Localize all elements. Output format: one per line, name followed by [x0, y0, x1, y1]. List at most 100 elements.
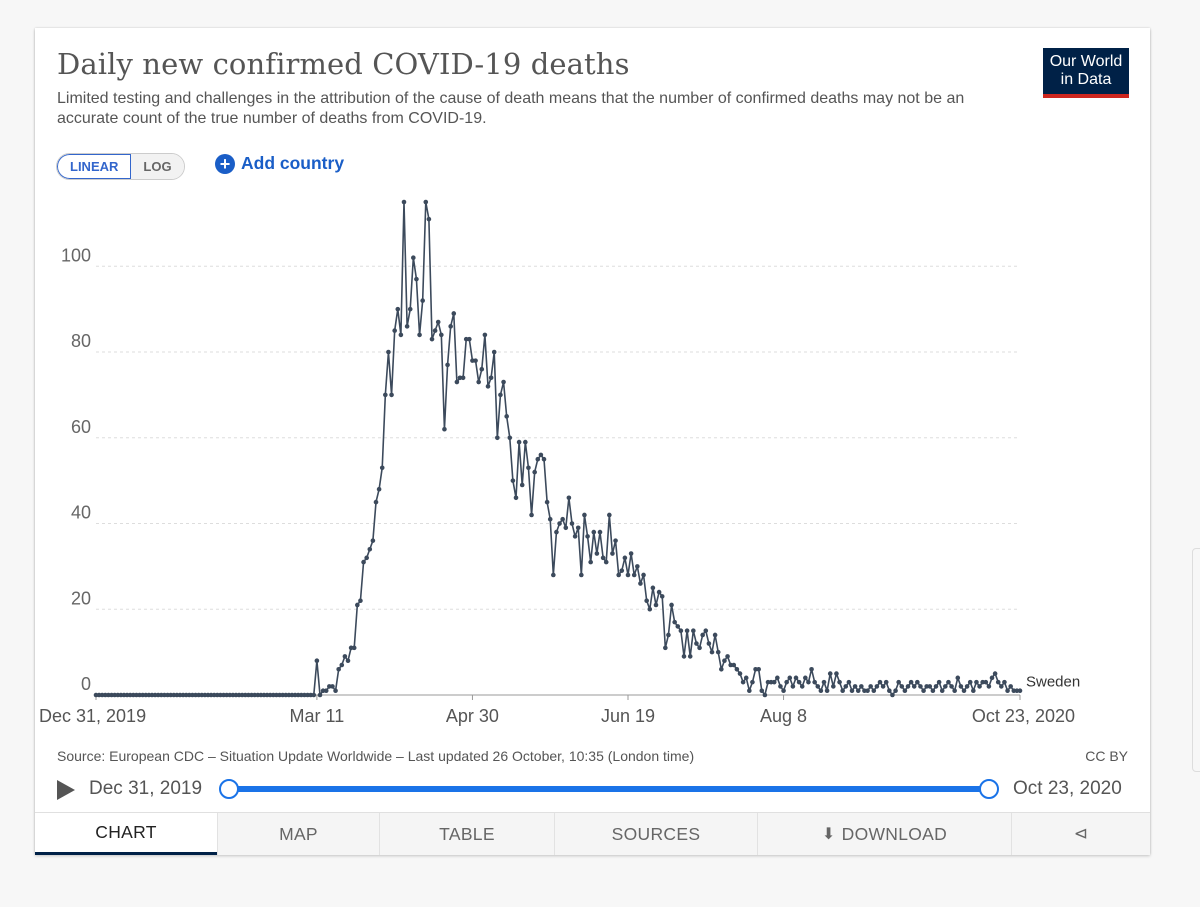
data-point — [445, 362, 450, 368]
data-point — [697, 645, 702, 651]
chart-title: Daily new confirmed COVID-19 deaths — [57, 47, 630, 81]
data-point — [859, 684, 864, 689]
data-point — [311, 692, 317, 698]
data-point — [401, 199, 407, 205]
data-point — [442, 426, 447, 432]
data-point — [339, 662, 345, 668]
share-icon: ⊲ — [1073, 824, 1089, 843]
add-country-button[interactable]: + Add country — [215, 153, 344, 174]
log-scale-button[interactable]: LOG — [131, 154, 184, 179]
data-point — [386, 349, 391, 355]
data-point — [379, 465, 385, 471]
timeline-start-handle[interactable] — [219, 779, 239, 799]
data-point — [896, 679, 901, 685]
data-point — [591, 529, 597, 535]
timeline-end-handle[interactable] — [979, 779, 999, 799]
data-point — [635, 564, 640, 569]
data-point — [911, 684, 917, 689]
timeline-track[interactable] — [227, 786, 989, 792]
data-point — [557, 521, 562, 526]
source-note[interactable]: Source: European CDC – Situation Update … — [57, 748, 695, 764]
data-point — [750, 679, 755, 685]
play-icon[interactable] — [57, 780, 75, 800]
tab-table[interactable]: TABLE — [379, 813, 554, 855]
x-tick-label: Aug 8 — [760, 706, 807, 726]
data-point — [342, 654, 348, 659]
tab-sources-label: SOURCES — [611, 823, 701, 844]
x-tick-label: Jun 19 — [601, 706, 655, 726]
data-point — [607, 512, 612, 518]
license-link[interactable]: CC BY — [1085, 748, 1128, 764]
data-point — [423, 199, 429, 205]
data-point — [498, 392, 503, 398]
data-point — [1002, 679, 1007, 685]
data-point — [999, 684, 1004, 689]
data-point — [429, 336, 435, 342]
data-point — [398, 332, 404, 338]
data-point — [485, 384, 491, 389]
data-point — [936, 679, 942, 685]
data-point — [414, 276, 419, 282]
data-point — [849, 688, 855, 694]
logo-line-2: in Data — [1060, 71, 1112, 88]
data-point — [554, 529, 559, 535]
data-point — [631, 572, 637, 578]
tab-share[interactable]: ⊲ — [1011, 813, 1150, 855]
owid-logo[interactable]: Our World in Data — [1043, 48, 1129, 98]
data-point — [762, 692, 768, 698]
data-point — [389, 392, 394, 398]
data-point — [893, 688, 898, 694]
data-point — [603, 559, 609, 565]
data-point — [641, 572, 646, 578]
data-point — [501, 379, 506, 385]
data-point — [834, 671, 839, 676]
tab-map[interactable]: MAP — [217, 813, 379, 855]
x-tick-label: Apr 30 — [446, 706, 499, 726]
data-point — [846, 679, 852, 685]
data-point — [535, 456, 541, 462]
data-point — [619, 568, 625, 573]
data-point — [625, 572, 631, 578]
data-point — [949, 684, 954, 689]
tab-chart[interactable]: CHART — [35, 813, 217, 855]
data-point — [899, 684, 905, 689]
linear-scale-button[interactable]: LINEAR — [57, 154, 132, 179]
right-column-cutoff — [1190, 0, 1200, 907]
data-point — [868, 684, 873, 689]
data-point — [799, 684, 805, 689]
tab-sources[interactable]: SOURCES — [554, 813, 757, 855]
data-point — [526, 465, 531, 471]
data-point — [687, 654, 693, 659]
data-point — [977, 684, 982, 689]
logo-line-1: Our World — [1049, 53, 1123, 70]
data-point — [890, 692, 895, 698]
data-point — [740, 679, 746, 685]
data-point — [407, 306, 413, 312]
data-point — [383, 392, 388, 398]
data-point — [691, 628, 696, 633]
data-point — [432, 328, 438, 333]
y-tick-label: 0 — [81, 674, 91, 694]
data-point — [647, 606, 653, 612]
data-point — [638, 581, 643, 586]
data-point — [669, 602, 674, 608]
data-point — [781, 688, 786, 694]
data-point — [529, 512, 534, 518]
data-point — [694, 641, 699, 646]
data-point — [930, 688, 936, 694]
tab-download[interactable]: ⬇ DOWNLOAD — [757, 813, 1011, 855]
data-point — [616, 572, 621, 578]
data-point — [370, 538, 376, 543]
data-point — [796, 679, 802, 685]
data-point — [955, 675, 961, 681]
data-point — [488, 375, 494, 381]
data-point — [367, 546, 373, 552]
y-tick-label: 100 — [61, 245, 91, 265]
data-point — [865, 688, 870, 694]
data-point — [821, 679, 827, 685]
add-country-label: Add country — [241, 153, 345, 173]
data-point — [952, 688, 957, 694]
data-point — [563, 525, 569, 531]
y-tick-label: 40 — [71, 503, 91, 523]
data-point — [915, 679, 920, 685]
